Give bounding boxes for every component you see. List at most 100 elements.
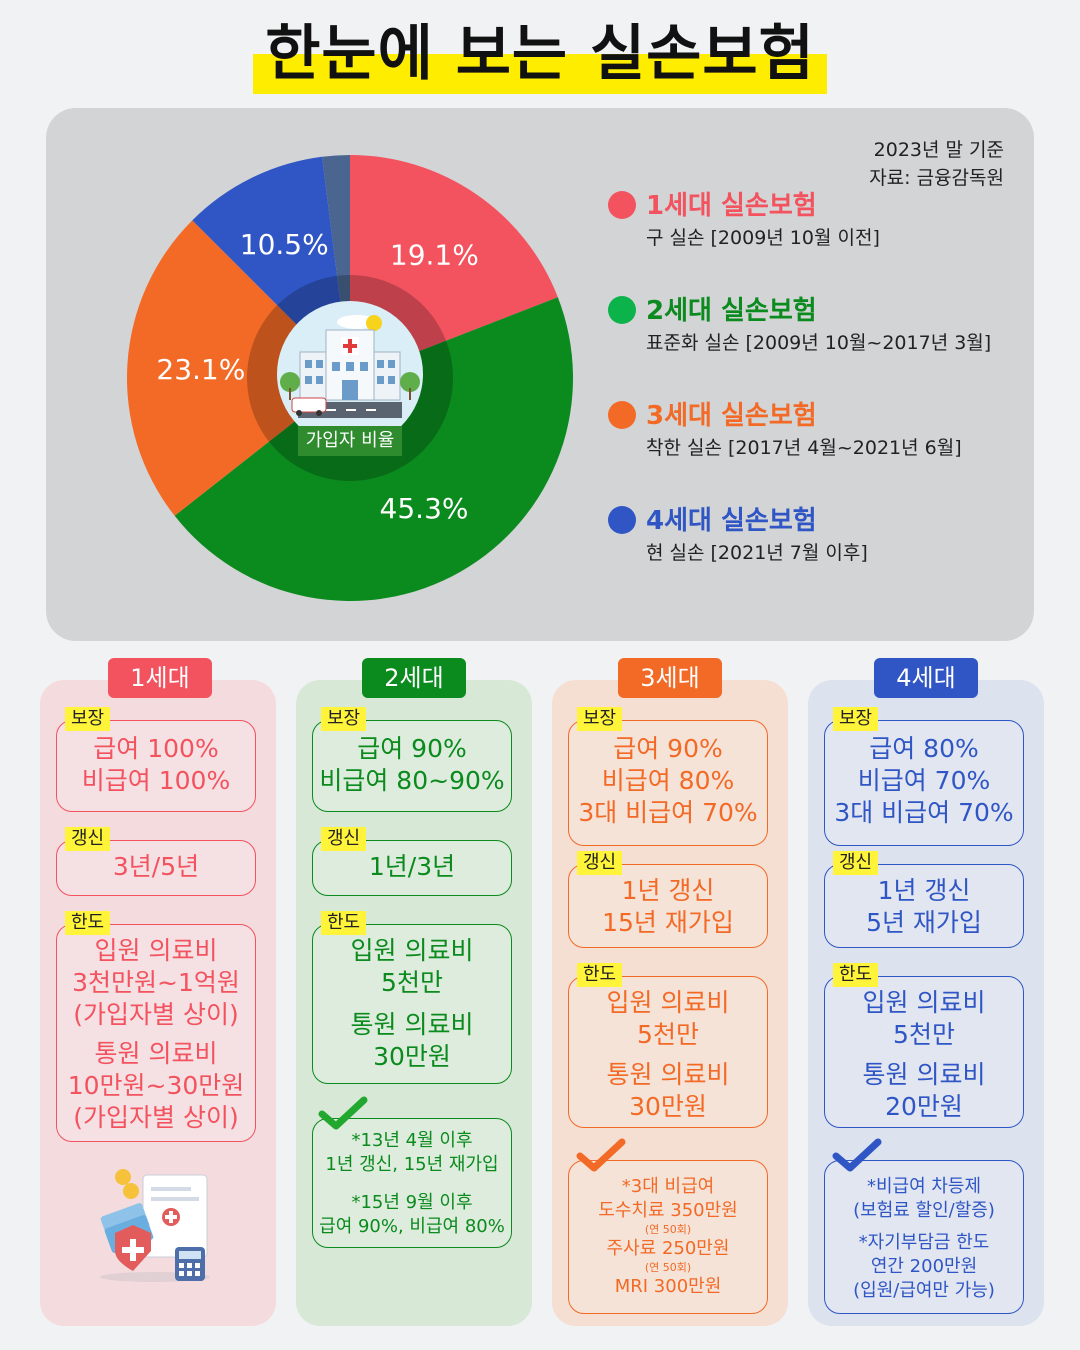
legend-name: 3세대 실손보험	[646, 401, 817, 431]
note-line: (연 50회)	[644, 1261, 692, 1274]
chart-legend: 1세대 실손보험 구 실손 [2009년 10월 이전] 2세대 실손보험 표준…	[606, 185, 1026, 605]
legend-desc: 표준화 실손 [2009년 10월~2017년 3월]	[646, 332, 992, 354]
legend-name: 1세대 실손보험	[646, 191, 817, 221]
legend-item-gen2: 2세대 실손보험 표준화 실손 [2009년 10월~2017년 3월]	[606, 290, 1026, 395]
gen2-header: 2세대	[362, 658, 466, 698]
coverage-line: 비급여 100%	[81, 766, 231, 795]
renewal-line: 1년/3년	[368, 852, 456, 881]
limit-line: 입원 의료비	[350, 936, 474, 965]
hospital-icon	[277, 301, 423, 447]
legend-dot	[608, 506, 636, 534]
note-line: *자기부담금 한도	[858, 1232, 990, 1253]
legend-name: 4세대 실손보험	[646, 506, 817, 536]
pie-slice-label: 10.5%	[240, 228, 329, 261]
coverage-tag: 보장	[833, 707, 879, 731]
legend-item-gen4: 4세대 실손보험 현 실손 [2021년 7월 이후]	[606, 500, 1026, 605]
page-title: 한눈에 보는 실손보험	[253, 14, 827, 94]
gen3-notes-box: *3대 비급여 도수치료 350만원 (연 50회) 주사료 250만원 (연 …	[568, 1160, 768, 1314]
checkmark-icon	[832, 1138, 882, 1172]
coverage-line: 급여 90%	[357, 734, 467, 763]
pie-slice	[350, 155, 558, 378]
limit-line: 입원 의료비	[94, 936, 218, 965]
limit-tag: 한도	[833, 963, 879, 987]
coverage-line: 3대 비급여 70%	[834, 798, 1014, 827]
note-line: 연간 200만원	[870, 1256, 978, 1277]
limit-line: 통원 의료비	[94, 1039, 218, 1068]
gen2-limit-box: 한도 입원 의료비 5천만 통원 의료비 30만원	[312, 911, 512, 1084]
gen1-renewal-box: 갱신 3년/5년	[56, 827, 256, 896]
limit-line: 통원 의료비	[350, 1010, 474, 1039]
gen1-limit-box: 한도 입원 의료비 3천만원~1억원 (가입자별 상이) 통원 의료비 10만원…	[56, 911, 256, 1142]
limit-tag: 한도	[321, 911, 367, 935]
legend-desc: 현 실손 [2021년 7월 이후]	[646, 542, 868, 564]
pie-slice-label: 23.1%	[156, 353, 245, 386]
limit-line: 10만원~30만원	[67, 1071, 245, 1100]
checkmark-icon	[318, 1096, 368, 1130]
legend-desc: 구 실손 [2009년 10월 이전]	[646, 227, 880, 249]
gen4-limit-box: 한도 입원 의료비 5천만 통원 의료비 20만원	[824, 963, 1024, 1128]
legend-dot	[608, 296, 636, 324]
gen2-column: 보장 급여 90% 비급여 80~90% 갱신 1년/3년 한도 입원 의료비 …	[296, 680, 532, 1326]
gen3-renewal-box: 갱신 1년 갱신 15년 재가입	[568, 851, 768, 948]
insurance-documents-icon	[100, 1169, 210, 1282]
note-line: *3대 비급여	[621, 1176, 715, 1197]
limit-line: 입원 의료비	[862, 988, 986, 1017]
coverage-line: 비급여 80~90%	[319, 766, 505, 795]
note-line: (연 50회)	[644, 1223, 692, 1236]
note-line: 1년 갱신, 15년 재가입	[325, 1154, 499, 1175]
coverage-line: 3대 비급여 70%	[578, 798, 758, 827]
pie-slice	[127, 220, 351, 516]
gen2-coverage-box: 보장 급여 90% 비급여 80~90%	[312, 707, 512, 812]
coverage-line: 급여 80%	[869, 734, 979, 763]
note-line: 도수치료 350만원	[598, 1200, 738, 1221]
limit-line: 5천만	[381, 968, 443, 997]
pie-slice-label: 19.1%	[390, 239, 479, 272]
limit-line: 3천만원~1억원	[72, 968, 240, 997]
gen2-renewal-box: 갱신 1년/3년	[312, 827, 512, 896]
source-date: 2023년 말 기준	[873, 139, 1004, 161]
note-line: *13년 4월 이후	[351, 1130, 473, 1151]
legend-desc: 착한 실손 [2017년 4월~2021년 6월]	[646, 437, 962, 459]
coverage-line: 비급여 80%	[601, 766, 735, 795]
renewal-line: 1년 갱신	[621, 876, 715, 905]
renewal-line: 3년/5년	[112, 852, 200, 881]
renewal-tag: 갱신	[577, 851, 623, 875]
source-org: 자료: 금융감독원	[869, 167, 1004, 189]
gen2-notes-box: *13년 4월 이후 1년 갱신, 15년 재가입 *15년 9월 이후 급여 …	[312, 1118, 512, 1248]
gen3-column: 보장 급여 90% 비급여 80% 3대 비급여 70% 갱신 1년 갱신 15…	[552, 680, 788, 1326]
gen1-coverage-box: 보장 급여 100% 비급여 100%	[56, 707, 256, 812]
gen4-notes-box: *비급여 차등제 (보험료 할인/할증) *자기부담금 한도 연간 200만원 …	[824, 1160, 1024, 1314]
gen4-header: 4세대	[874, 658, 978, 698]
renewal-tag: 갱신	[321, 827, 367, 851]
renewal-line: 1년 갱신	[877, 876, 971, 905]
renewal-line: 15년 재가입	[602, 908, 734, 937]
limit-tag: 한도	[577, 963, 623, 987]
renewal-tag: 갱신	[833, 851, 879, 875]
coverage-line: 비급여 70%	[857, 766, 991, 795]
gen3-header: 3세대	[618, 658, 722, 698]
note-line: MRI 300만원	[614, 1276, 722, 1297]
gen4-coverage-box: 보장 급여 80% 비급여 70% 3대 비급여 70%	[824, 707, 1024, 846]
gen4-column: 보장 급여 80% 비급여 70% 3대 비급여 70% 갱신 1년 갱신 5년…	[808, 680, 1044, 1326]
limit-line: 통원 의료비	[862, 1060, 986, 1089]
limit-tag: 한도	[65, 911, 111, 935]
limit-line: 5천만	[893, 1020, 955, 1049]
pie-center-label: 가입자 비율	[298, 426, 402, 456]
limit-line: 5천만	[637, 1020, 699, 1049]
checkmark-icon	[576, 1138, 626, 1172]
coverage-tag: 보장	[577, 707, 623, 731]
gen4-renewal-box: 갱신 1년 갱신 5년 재가입	[824, 851, 1024, 948]
limit-line: 20만원	[885, 1092, 963, 1121]
note-line: 급여 90%, 비급여 80%	[319, 1216, 505, 1237]
legend-item-gen1: 1세대 실손보험 구 실손 [2009년 10월 이전]	[606, 185, 1026, 290]
coverage-line: 급여 90%	[613, 734, 723, 763]
limit-line: 30만원	[373, 1042, 451, 1071]
gen3-coverage-box: 보장 급여 90% 비급여 80% 3대 비급여 70%	[568, 707, 768, 846]
pie-slice-label: 45.3%	[380, 492, 469, 525]
legend-item-gen3: 3세대 실손보험 착한 실손 [2017년 4월~2021년 6월]	[606, 395, 1026, 500]
legend-dot	[608, 401, 636, 429]
renewal-line: 5년 재가입	[866, 908, 982, 937]
note-line: (입원/급여만 가능)	[853, 1280, 995, 1301]
coverage-line: 급여 100%	[93, 734, 219, 763]
renewal-tag: 갱신	[65, 827, 111, 851]
